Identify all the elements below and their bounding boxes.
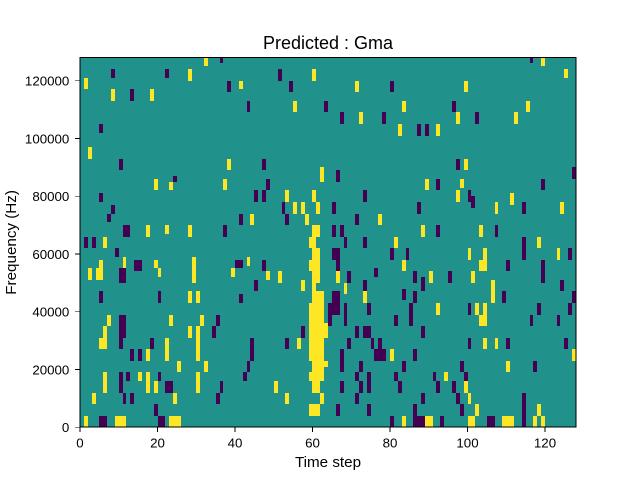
svg-text:20000: 20000 <box>32 362 69 377</box>
svg-text:20: 20 <box>150 436 165 451</box>
svg-text:0: 0 <box>62 420 69 435</box>
svg-text:120: 120 <box>534 436 556 451</box>
svg-text:0: 0 <box>76 436 83 451</box>
svg-text:Time step: Time step <box>295 454 361 471</box>
svg-text:Frequency (Hz): Frequency (Hz) <box>3 190 20 295</box>
svg-text:100000: 100000 <box>25 131 69 146</box>
svg-text:40000: 40000 <box>32 305 69 320</box>
svg-text:80: 80 <box>383 436 398 451</box>
svg-text:100: 100 <box>456 436 478 451</box>
svg-text:Predicted : Gma: Predicted : Gma <box>263 33 394 53</box>
svg-text:40: 40 <box>228 436 243 451</box>
svg-text:80000: 80000 <box>32 189 69 204</box>
svg-text:60000: 60000 <box>32 247 69 262</box>
svg-text:120000: 120000 <box>25 74 69 89</box>
svg-text:60: 60 <box>305 436 320 451</box>
